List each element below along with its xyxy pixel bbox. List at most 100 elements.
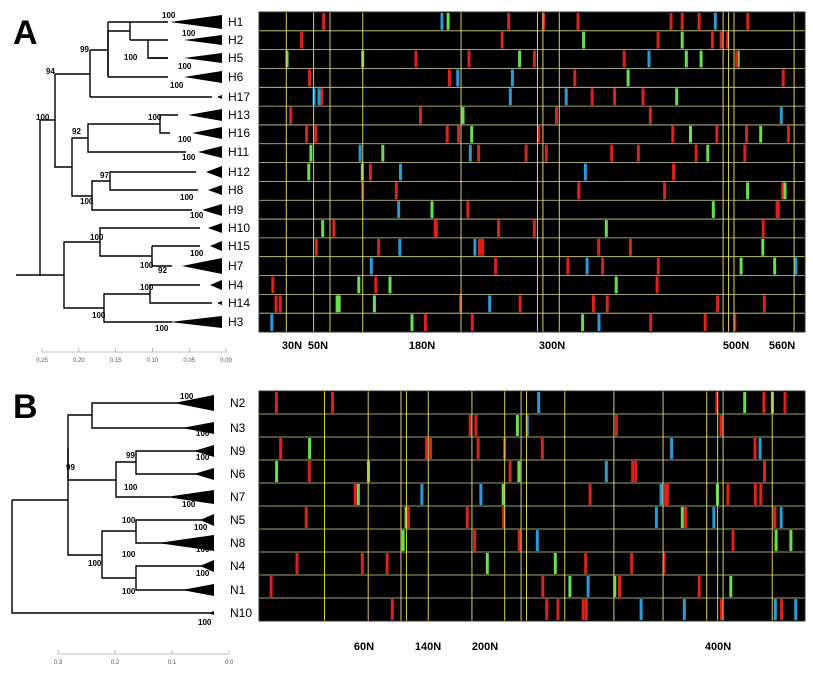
- variant-mark: [500, 31, 504, 49]
- bootstrap-value: 94: [46, 67, 55, 76]
- variant-mark: [591, 295, 595, 313]
- variant-mark: [541, 576, 545, 597]
- variant-mark: [377, 238, 381, 256]
- bootstrap-value: 100: [80, 197, 94, 206]
- collapsed-clade-triangle: [184, 71, 222, 83]
- sequence-position-label: 560N: [769, 340, 795, 352]
- variant-mark: [401, 530, 405, 551]
- bootstrap-value: 100: [36, 113, 50, 122]
- variant-mark: [664, 484, 668, 505]
- variant-mark: [473, 238, 477, 256]
- variant-mark: [649, 314, 653, 331]
- leaf-tip-marker: [209, 611, 214, 615]
- variant-mark: [406, 507, 410, 528]
- leaf-tip-marker: [217, 95, 222, 99]
- variant-mark: [743, 144, 747, 162]
- variant-mark: [773, 507, 777, 528]
- variant-mark: [300, 31, 304, 49]
- collapsed-clade-triangle: [200, 514, 214, 526]
- alignment-b-position-labels: 60N 140N 200N 400N: [354, 641, 731, 653]
- variant-mark: [555, 107, 558, 124]
- tree-a: [16, 21, 212, 323]
- variant-mark: [779, 507, 783, 528]
- variant-mark: [665, 484, 669, 505]
- variant-mark: [641, 88, 645, 106]
- variant-mark: [715, 392, 719, 413]
- variant-mark: [307, 461, 311, 482]
- variant-mark: [761, 238, 765, 256]
- variant-mark: [476, 438, 480, 459]
- collapsed-clade-triangle: [194, 468, 214, 480]
- variant-mark: [295, 553, 299, 574]
- leaf-label: H8: [228, 183, 244, 197]
- variant-mark: [410, 314, 414, 331]
- variant-mark: [314, 125, 318, 143]
- bootstrap-value: 100: [196, 429, 210, 438]
- variant-mark: [270, 314, 274, 331]
- alignment-b: [258, 390, 806, 622]
- variant-mark: [515, 415, 519, 436]
- leaf-label: N2: [230, 396, 246, 410]
- variant-mark: [465, 507, 469, 528]
- sequence-position-label: 200N: [472, 641, 498, 653]
- variant-mark: [630, 553, 634, 574]
- sequence-position-label: 60N: [354, 641, 374, 653]
- variant-mark: [628, 238, 632, 256]
- variant-mark: [713, 13, 717, 30]
- leaf-label: N5: [230, 513, 246, 527]
- bootstrap-value: 100: [178, 62, 192, 71]
- variant-mark: [762, 392, 766, 413]
- variant-mark: [581, 599, 585, 620]
- scale-axis-tick-label: 0.10: [147, 358, 159, 364]
- collapsed-clade-triangle: [192, 127, 222, 139]
- collapsed-clade-triangle: [208, 223, 222, 233]
- bootstrap-value: 100: [196, 569, 210, 578]
- variant-mark: [304, 507, 308, 528]
- variant-mark: [470, 314, 474, 331]
- variant-mark: [568, 576, 572, 597]
- variant-mark: [719, 31, 723, 49]
- variant-mark: [369, 257, 373, 275]
- variant-mark: [680, 507, 684, 528]
- sequence-position-label: 500N: [723, 340, 749, 352]
- variant-mark: [703, 314, 707, 331]
- sequence-position-label: 400N: [705, 641, 731, 653]
- leaf-label: H4: [228, 278, 244, 292]
- tree-a-tips: H1 H2 H5 H6 H17 H13 H16 H11 H12 H8 H9 H10 H15 H7 H4 H14…: [170, 15, 250, 329]
- variant-mark: [753, 484, 757, 505]
- variant-mark: [753, 438, 757, 459]
- variant-mark: [577, 182, 581, 200]
- variant-mark: [388, 276, 392, 294]
- variant-mark: [445, 125, 449, 143]
- variant-mark: [305, 125, 309, 143]
- variant-mark: [745, 125, 749, 143]
- variant-mark: [545, 599, 549, 620]
- variant-mark: [398, 238, 402, 256]
- variant-mark: [746, 182, 750, 200]
- variant-mark: [739, 257, 743, 275]
- variant-mark: [762, 295, 766, 313]
- collapsed-clade-triangle: [184, 35, 222, 45]
- bootstrap-value: 100: [122, 550, 136, 559]
- variant-mark: [675, 88, 679, 106]
- leaf-label: N4: [230, 559, 246, 573]
- variant-mark: [697, 576, 701, 597]
- variant-mark: [682, 599, 686, 620]
- variant-mark: [781, 182, 785, 200]
- variant-mark: [726, 31, 730, 49]
- bootstrap-value: 100: [92, 311, 106, 320]
- variant-mark: [314, 238, 318, 256]
- variant-mark: [761, 220, 765, 237]
- variant-mark: [610, 144, 614, 162]
- variant-mark: [535, 530, 539, 551]
- variant-mark: [485, 553, 489, 574]
- leaf-label: H6: [228, 70, 244, 84]
- bootstrap-value: 100: [162, 11, 176, 20]
- variant-mark: [478, 238, 481, 256]
- variant-mark: [429, 438, 432, 459]
- variant-mark: [726, 484, 730, 505]
- variant-mark: [468, 415, 472, 436]
- bootstrap-value: 100: [194, 523, 208, 532]
- tree-b-tips: N2 N3 N9 N6 N7 N5 N8 N4 N1 N10: [158, 395, 252, 620]
